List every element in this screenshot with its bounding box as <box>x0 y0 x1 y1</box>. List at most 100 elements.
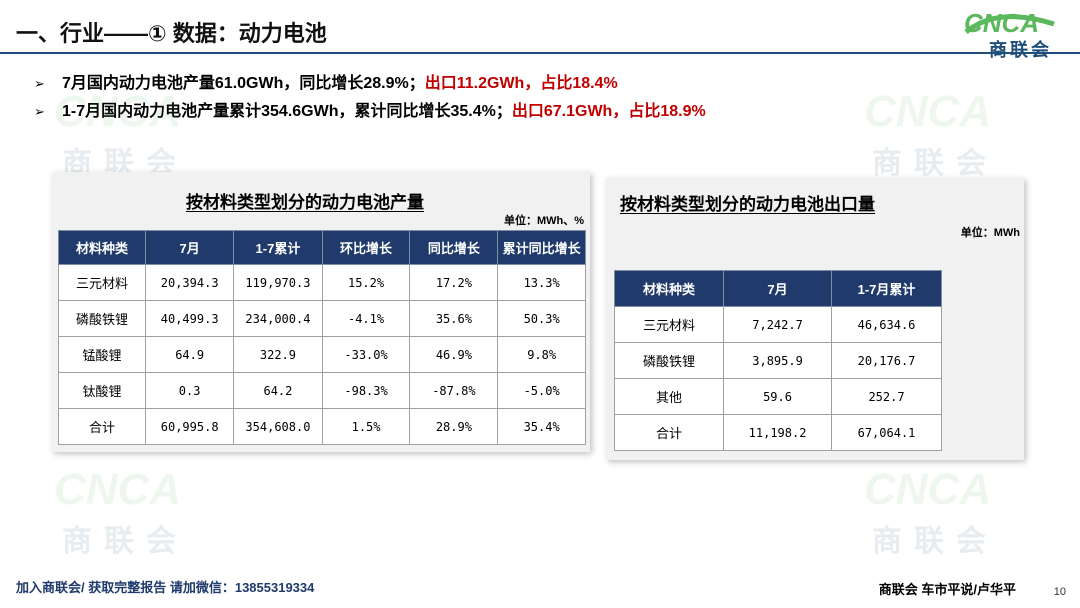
table-row-total: 合计 11,198.2 67,064.1 <box>613 414 942 451</box>
table-row-total: 合计 60,995.8 354,608.0 1.5% 28.9% 35.4% <box>57 408 586 445</box>
table-header-row: 材料种类 7月 1-7月累计 <box>613 270 942 307</box>
column-header: 累计同比增长 <box>497 230 586 265</box>
arrow-bullet-icon: ➢ <box>34 76 45 91</box>
bullet-item: ➢ 7月国内动力电池产量61.0GWh，同比增长28.9%；出口11.2GWh，占… <box>34 70 706 98</box>
watermark-text: 商联会 <box>872 525 998 558</box>
table-cell: 三元材料 <box>57 264 147 301</box>
table-cell: 其他 <box>613 378 725 415</box>
watermark-mark: CNCA <box>864 465 991 514</box>
bullet-text: 1-7月国内动力电池产量累计354.6GWh，累计同比增长35.4%； <box>62 103 512 120</box>
watermark-text: 商联会 <box>872 147 998 180</box>
table-row: 三元材料 7,242.7 46,634.6 <box>613 306 942 343</box>
table-cell: 64.9 <box>145 336 235 373</box>
table-cell: -33.0% <box>321 336 411 373</box>
watermark-mark: CNCA <box>864 87 991 136</box>
watermark-logo-icon: CNCA <box>864 87 991 136</box>
table-cell: 1.5% <box>321 408 411 445</box>
watermark: CNCA 商联会 <box>50 460 220 558</box>
column-header: 环比增长 <box>321 230 411 265</box>
table-cell: 15.2% <box>321 264 411 301</box>
watermark-text: 商联会 <box>62 525 188 558</box>
bullet-highlight: 出口67.1GWh，占比18.9% <box>511 103 706 120</box>
table-cell: 20,176.7 <box>831 342 942 379</box>
table-row: 磷酸铁锂 40,499.3 234,000.4 -4.1% 35.6% 50.3… <box>57 300 586 337</box>
table-cell: 磷酸铁锂 <box>613 342 725 379</box>
footer-contact: 加入商联会/ 获取完整报告 请加微信：13855319334 <box>16 580 315 595</box>
column-header: 7月 <box>723 270 833 307</box>
table-cell: 59.6 <box>723 378 833 415</box>
table-cell: 7,242.7 <box>723 306 833 343</box>
table-cell: 67,064.1 <box>831 414 942 451</box>
table-cell: 13.3% <box>497 264 586 301</box>
table-cell: 9.8% <box>497 336 586 373</box>
bullet-highlight: 出口11.2GWh，占比18.4% <box>424 75 618 92</box>
export-unit: 单位：MWh <box>960 227 1020 239</box>
column-header: 材料种类 <box>613 270 725 307</box>
table-cell: 钛酸锂 <box>57 372 147 409</box>
table-cell: 合计 <box>57 408 147 445</box>
table-cell: 0.3 <box>145 372 235 409</box>
table-cell: 46,634.6 <box>831 306 942 343</box>
column-header: 同比增长 <box>409 230 499 265</box>
export-panel: 按材料类型划分的动力电池出口量 单位：MWh 材料种类 7月 1-7月累计 三元… <box>606 178 1024 460</box>
table-cell: 35.6% <box>409 300 499 337</box>
table-cell: 磷酸铁锂 <box>57 300 147 337</box>
footer-source: 商联会 车市平说/卢华平 <box>878 582 1016 597</box>
table-cell: -5.0% <box>497 372 586 409</box>
watermark-logo-icon: CNCA <box>864 465 991 514</box>
column-header: 1-7累计 <box>233 230 323 265</box>
page-number: 10 <box>1053 586 1066 598</box>
watermark-logo-icon: CNCA <box>54 87 181 136</box>
title-rule <box>0 52 1080 54</box>
table-cell: 40,499.3 <box>145 300 235 337</box>
production-table: 材料种类 7月 1-7累计 环比增长 同比增长 累计同比增长 三元材料 20,3… <box>57 230 586 445</box>
table-cell: 234,000.4 <box>233 300 323 337</box>
table-cell: 3,895.9 <box>723 342 833 379</box>
table-cell: 60,995.8 <box>145 408 235 445</box>
table-cell: -98.3% <box>321 372 411 409</box>
export-table-title: 按材料类型划分的动力电池出口量 <box>620 195 875 214</box>
table-row: 锰酸锂 64.9 322.9 -33.0% 46.9% 9.8% <box>57 336 586 373</box>
table-cell: 252.7 <box>831 378 942 415</box>
watermark-logo-icon: CNCA <box>54 465 181 514</box>
arrow-bullet-icon: ➢ <box>34 104 45 119</box>
table-cell: 46.9% <box>409 336 499 373</box>
table-cell: 28.9% <box>409 408 499 445</box>
table-cell: 64.2 <box>233 372 323 409</box>
production-table-title: 按材料类型划分的动力电池产量 <box>186 193 424 212</box>
table-cell: 锰酸锂 <box>57 336 147 373</box>
table-cell: 322.9 <box>233 336 323 373</box>
table-row: 钛酸锂 0.3 64.2 -98.3% -87.8% -5.0% <box>57 372 586 409</box>
watermark: CNCA 商联会 <box>50 82 220 180</box>
watermark-mark: CNCA <box>54 465 181 514</box>
table-cell: 合计 <box>613 414 725 451</box>
table-cell: -87.8% <box>409 372 499 409</box>
table-cell: 119,970.3 <box>233 264 323 301</box>
column-header: 7月 <box>145 230 235 265</box>
export-table: 材料种类 7月 1-7月累计 三元材料 7,242.7 46,634.6 磷酸铁… <box>613 270 942 451</box>
table-cell: 三元材料 <box>613 306 725 343</box>
table-cell: 17.2% <box>409 264 499 301</box>
table-header-row: 材料种类 7月 1-7累计 环比增长 同比增长 累计同比增长 <box>57 230 586 265</box>
production-unit: 单位：MWh、% <box>503 215 584 227</box>
production-panel: 按材料类型划分的动力电池产量 单位：MWh、% 材料种类 7月 1-7累计 环比… <box>52 172 590 452</box>
table-cell: 20,394.3 <box>145 264 235 301</box>
watermark-mark: CNCA <box>54 87 181 136</box>
logo-text: 商联会 <box>989 40 1052 60</box>
table-cell: 50.3% <box>497 300 586 337</box>
logo-mark: CNCA <box>964 8 1039 38</box>
watermark: CNCA 商联会 <box>860 460 1030 558</box>
bullet-text: 7月国内动力电池产量61.0GWh，同比增长28.9%； <box>62 75 425 92</box>
column-header: 材料种类 <box>57 230 147 265</box>
table-row: 其他 59.6 252.7 <box>613 378 942 415</box>
bullet-list: ➢ 7月国内动力电池产量61.0GWh，同比增长28.9%；出口11.2GWh，占… <box>34 70 706 126</box>
cnca-logo-icon: CNCA <box>964 8 1055 38</box>
table-row: 磷酸铁锂 3,895.9 20,176.7 <box>613 342 942 379</box>
table-cell: 11,198.2 <box>723 414 833 451</box>
bullet-item: ➢ 1-7月国内动力电池产量累计354.6GWh，累计同比增长35.4%；出口67… <box>34 98 706 126</box>
table-cell: 35.4% <box>497 408 586 445</box>
table-cell: 354,608.0 <box>233 408 323 445</box>
table-row: 三元材料 20,394.3 119,970.3 15.2% 17.2% 13.3… <box>57 264 586 301</box>
watermark: CNCA 商联会 <box>860 82 1030 180</box>
table-cell: -4.1% <box>321 300 411 337</box>
